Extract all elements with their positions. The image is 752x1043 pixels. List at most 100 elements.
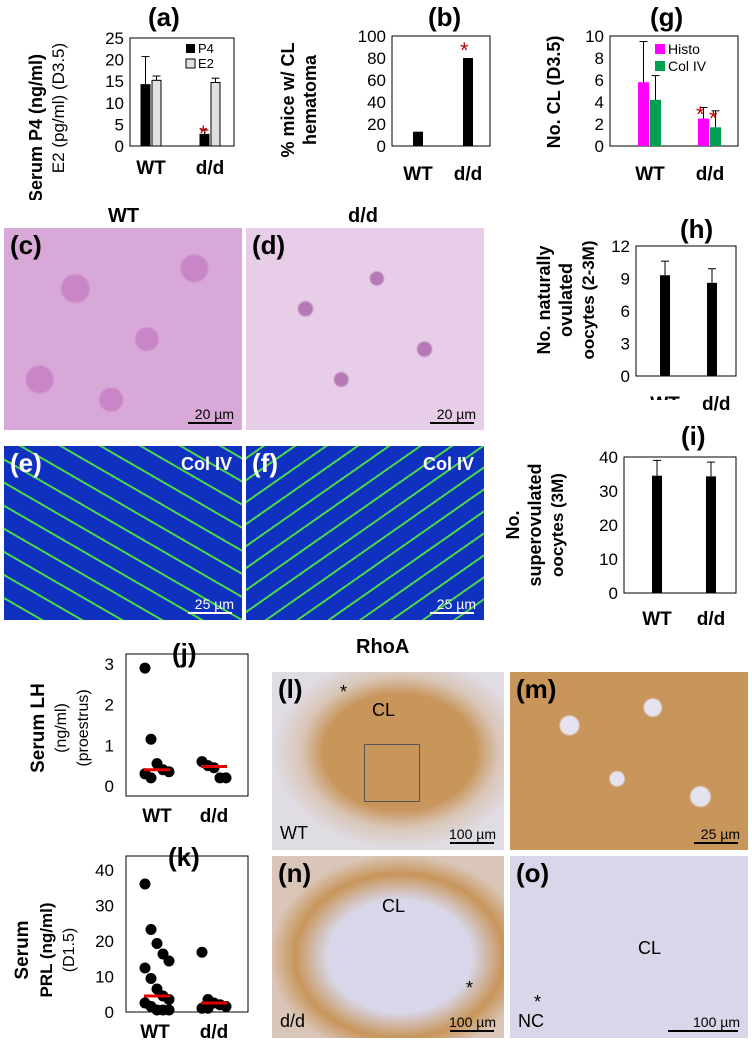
ytick-label: 4 bbox=[595, 93, 604, 112]
panel-i-ylabel-2: superovulated bbox=[525, 463, 545, 586]
panel-a-letter: (a) bbox=[148, 2, 180, 32]
ytick-label: 15 bbox=[105, 72, 124, 91]
cl-label: CL bbox=[372, 700, 396, 720]
scale-bar bbox=[188, 612, 232, 614]
data-point bbox=[163, 1004, 175, 1016]
ytick-label: 6 bbox=[595, 71, 604, 90]
star: * bbox=[460, 38, 469, 63]
bar bbox=[660, 275, 670, 376]
star-label: * bbox=[466, 978, 474, 998]
panel-i-letter: (i) bbox=[681, 421, 706, 451]
scale-bar bbox=[188, 422, 232, 424]
panel-h-ylabel-3: oocytes (2-3M) bbox=[579, 240, 598, 359]
scale-bar bbox=[450, 1030, 494, 1032]
panel-l-letter: (l) bbox=[278, 674, 303, 704]
cl-label: CL bbox=[638, 938, 662, 958]
scale-label: 100 µm bbox=[693, 1014, 740, 1030]
ytick-label: 5 bbox=[115, 115, 124, 134]
xtick-dd: d/d bbox=[697, 609, 726, 625]
xtick-wt: WT bbox=[136, 158, 166, 179]
scale-label: 20 µm bbox=[436, 406, 476, 422]
genotype-label: WT bbox=[280, 823, 308, 843]
scale-bar bbox=[430, 422, 474, 424]
star-label: * bbox=[534, 992, 542, 1012]
genotype-label: d/d bbox=[280, 1011, 306, 1031]
bar bbox=[652, 475, 662, 593]
bar bbox=[706, 476, 716, 593]
ytick-label: 30 bbox=[95, 897, 114, 916]
ytick-label: 100 bbox=[358, 27, 386, 46]
bar bbox=[413, 131, 423, 146]
chart-h: (h) No. naturally ovulated oocytes (2-3M… bbox=[534, 214, 737, 400]
panel-i-ylabel-1: No. bbox=[503, 511, 523, 540]
ytick-label: 20 bbox=[105, 51, 124, 70]
star-label: * bbox=[340, 682, 348, 702]
xtick-wt: WT bbox=[635, 164, 665, 185]
scale-label: 20 µm bbox=[194, 406, 234, 422]
bar-e2 bbox=[151, 79, 162, 147]
plot-frame bbox=[125, 653, 249, 797]
ytick-label: 60 bbox=[367, 71, 386, 90]
xtick-dd: d/d bbox=[696, 164, 725, 185]
panel-a-ylabel-1: Serum P4 (ng/ml) bbox=[26, 54, 46, 200]
plot-frame bbox=[635, 245, 737, 377]
ytick-label: 0 bbox=[621, 367, 630, 386]
bar-p4 bbox=[140, 84, 151, 147]
panel-d-letter: (d) bbox=[252, 230, 286, 260]
data-point bbox=[220, 772, 232, 784]
star: * bbox=[709, 106, 718, 131]
chart-i: (i) No. superovulated oocytes (3M) 0 10 20… bbox=[503, 421, 737, 625]
plot-frame bbox=[623, 456, 737, 594]
legend-p4-label: P4 bbox=[198, 41, 214, 56]
xtick-wt: WT bbox=[140, 1022, 170, 1043]
micrograph-o: (o) CL * NC 100 µm bbox=[510, 856, 748, 1038]
legend-histo-swatch bbox=[655, 44, 665, 54]
col-label-dd: d/d bbox=[348, 205, 378, 227]
data-point bbox=[139, 662, 151, 674]
bar bbox=[707, 282, 717, 376]
ytick-label: 30 bbox=[599, 482, 618, 501]
panel-k-ylabel-3: (D1.5) bbox=[61, 928, 78, 972]
panel-j-ylabel-1: Serum LH bbox=[28, 683, 49, 773]
xtick-wt: WT bbox=[142, 806, 172, 827]
ytick-label: 20 bbox=[367, 115, 386, 134]
micrograph-d: (d) 20 µm bbox=[246, 228, 484, 430]
bar-col-iv bbox=[710, 127, 721, 146]
ytick-label: 9 bbox=[621, 270, 630, 289]
bar-histo bbox=[638, 82, 649, 146]
panel-b-ylabel-2: hematoma bbox=[300, 54, 320, 145]
plot-frame bbox=[391, 35, 491, 147]
zoom-box bbox=[364, 744, 420, 802]
bar bbox=[463, 58, 473, 146]
micrograph-e: (e) Col IV 25 µm bbox=[4, 446, 242, 620]
data-point bbox=[163, 955, 175, 967]
ytick-label: 80 bbox=[367, 49, 386, 68]
rhoa-title: RhoA bbox=[356, 636, 410, 658]
panel-j-ylabel-3: (proestrus) bbox=[75, 689, 92, 766]
scale-label: 25 µm bbox=[194, 596, 234, 612]
panel-b-ylabel-1: % mice w/ CL bbox=[278, 42, 298, 157]
ytick-label: 20 bbox=[95, 932, 114, 951]
legend-colIV-label: Col IV bbox=[668, 58, 707, 74]
ytick-label: 40 bbox=[95, 861, 114, 880]
ytick-label: 12 bbox=[611, 237, 630, 256]
panel-o-letter: (o) bbox=[516, 858, 550, 888]
ytick-label: 40 bbox=[367, 93, 386, 112]
ytick-label: 20 bbox=[599, 516, 618, 535]
ytick-label: 8 bbox=[595, 49, 604, 68]
micrograph-l: (l) * CL WT 100 µm bbox=[272, 672, 504, 850]
panel-g-ylabel: No. CL (D3.5) bbox=[544, 36, 564, 149]
stain-tag: Col IV bbox=[422, 454, 474, 474]
legend-colIV-swatch bbox=[655, 61, 665, 71]
ytick-label: 10 bbox=[599, 550, 618, 569]
genotype-label: NC bbox=[518, 1011, 544, 1031]
xtick-dd: d/d bbox=[196, 158, 225, 179]
xtick-dd: d/d bbox=[454, 164, 483, 185]
xtick-wt: WT bbox=[642, 609, 672, 625]
panel-k-ylabel-1: Serum bbox=[12, 920, 33, 979]
chart-k: (k) Serum PRL (ng/ml) (D1.5) 0 10 20 30 40 W… bbox=[12, 842, 249, 1043]
data-point bbox=[163, 766, 175, 778]
plot-frame bbox=[609, 35, 739, 147]
micrograph-m: (m) 25 µm bbox=[510, 672, 748, 850]
plot-frame bbox=[125, 855, 249, 1013]
